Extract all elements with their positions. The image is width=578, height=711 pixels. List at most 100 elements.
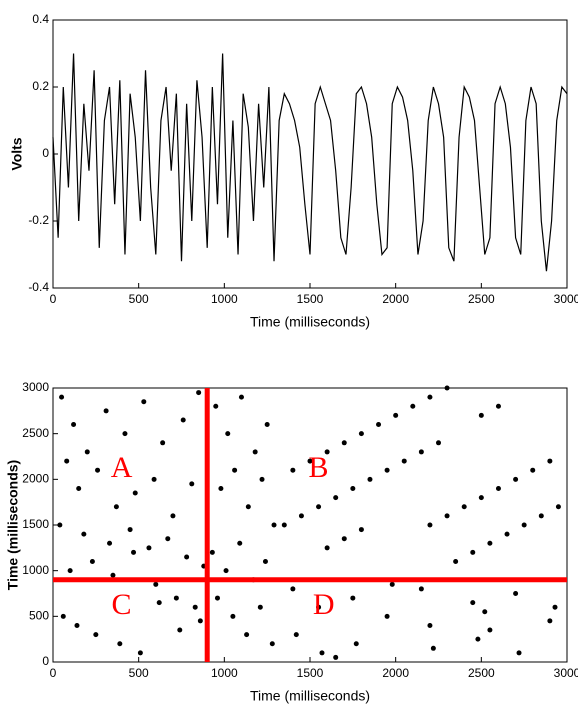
dot <box>218 485 224 491</box>
dot <box>319 650 325 656</box>
dot <box>89 559 95 565</box>
dot <box>76 485 82 491</box>
dot <box>376 422 382 428</box>
dot <box>103 408 109 414</box>
dot <box>487 627 493 633</box>
dot <box>153 581 159 587</box>
dot <box>127 527 133 533</box>
dot <box>410 403 416 409</box>
dot <box>427 522 433 528</box>
dot <box>478 412 484 418</box>
dot <box>384 613 390 619</box>
dot <box>427 622 433 628</box>
dot <box>271 522 277 528</box>
y-axis-label: Volts <box>9 137 25 170</box>
dot <box>470 600 476 606</box>
dot <box>237 540 243 546</box>
y-tick-label: 0 <box>42 146 49 160</box>
dot <box>259 476 265 482</box>
dot <box>555 504 561 510</box>
x-tick-label: 2500 <box>468 292 495 306</box>
dot <box>290 586 296 592</box>
dot <box>298 513 304 519</box>
dot <box>173 595 179 601</box>
dot <box>64 458 70 464</box>
dot <box>513 591 519 596</box>
dot <box>107 540 113 546</box>
dot <box>59 394 65 400</box>
dot <box>316 604 322 610</box>
dot <box>341 440 347 446</box>
x-axis-label: Time (milliseconds) <box>250 688 370 704</box>
dot <box>353 641 359 647</box>
dot <box>264 422 270 428</box>
dot <box>262 559 268 565</box>
dot <box>177 627 183 633</box>
dot <box>324 545 330 551</box>
dot <box>418 449 424 455</box>
dot <box>538 513 544 519</box>
dot <box>196 390 202 396</box>
dot <box>324 449 330 455</box>
x-tick-label: 1000 <box>211 666 238 680</box>
dot <box>165 536 171 542</box>
dot <box>192 604 198 610</box>
dot <box>547 458 553 464</box>
dot <box>230 613 236 619</box>
y-tick-label: 0 <box>42 654 49 668</box>
dot <box>333 654 339 660</box>
dot <box>350 485 356 491</box>
dot <box>67 568 73 574</box>
dot <box>482 609 488 615</box>
x-tick-label: 1500 <box>297 292 324 306</box>
region-label: C <box>112 588 132 621</box>
dot <box>151 476 157 482</box>
x-tick-label: 2500 <box>468 666 495 680</box>
dot <box>214 595 220 601</box>
dot <box>461 504 467 510</box>
dot <box>384 467 390 473</box>
x-tick-label: 3000 <box>554 666 578 680</box>
y-tick-label: 1500 <box>22 517 49 531</box>
dot <box>521 522 527 528</box>
dot <box>189 481 195 487</box>
dot <box>71 422 77 428</box>
dot <box>170 513 176 519</box>
y-tick-label: 3000 <box>22 380 49 394</box>
dot <box>389 581 395 587</box>
y-axis-label: Time (milliseconds) <box>5 460 21 590</box>
x-tick-label: 0 <box>50 292 57 306</box>
dot <box>552 604 558 610</box>
region-label: A <box>111 451 133 484</box>
dot <box>358 431 364 437</box>
dot <box>146 545 152 551</box>
dot <box>209 549 215 555</box>
dot <box>252 449 258 455</box>
dot <box>110 572 116 578</box>
y-tick-label: -0.2 <box>28 213 49 227</box>
dot <box>430 645 436 651</box>
y-tick-label: 2500 <box>22 426 49 440</box>
dot <box>444 513 450 519</box>
dot <box>487 540 493 546</box>
dot <box>238 394 244 400</box>
dot <box>453 559 459 565</box>
dot <box>245 504 251 510</box>
x-tick-label: 0 <box>50 666 57 680</box>
x-tick-label: 2000 <box>382 292 409 306</box>
region-label: D <box>313 588 335 621</box>
dot <box>137 650 143 656</box>
dot <box>81 531 87 537</box>
dot <box>547 618 553 624</box>
y-tick-label: 1000 <box>22 563 49 577</box>
y-tick-label: 500 <box>29 609 49 623</box>
dot <box>184 554 190 560</box>
dot <box>513 476 519 482</box>
dot <box>223 568 229 574</box>
dot <box>307 458 313 464</box>
y-tick-label: 0.4 <box>32 12 49 26</box>
dot <box>122 431 128 437</box>
dot <box>367 476 373 482</box>
region-label: B <box>309 451 329 484</box>
